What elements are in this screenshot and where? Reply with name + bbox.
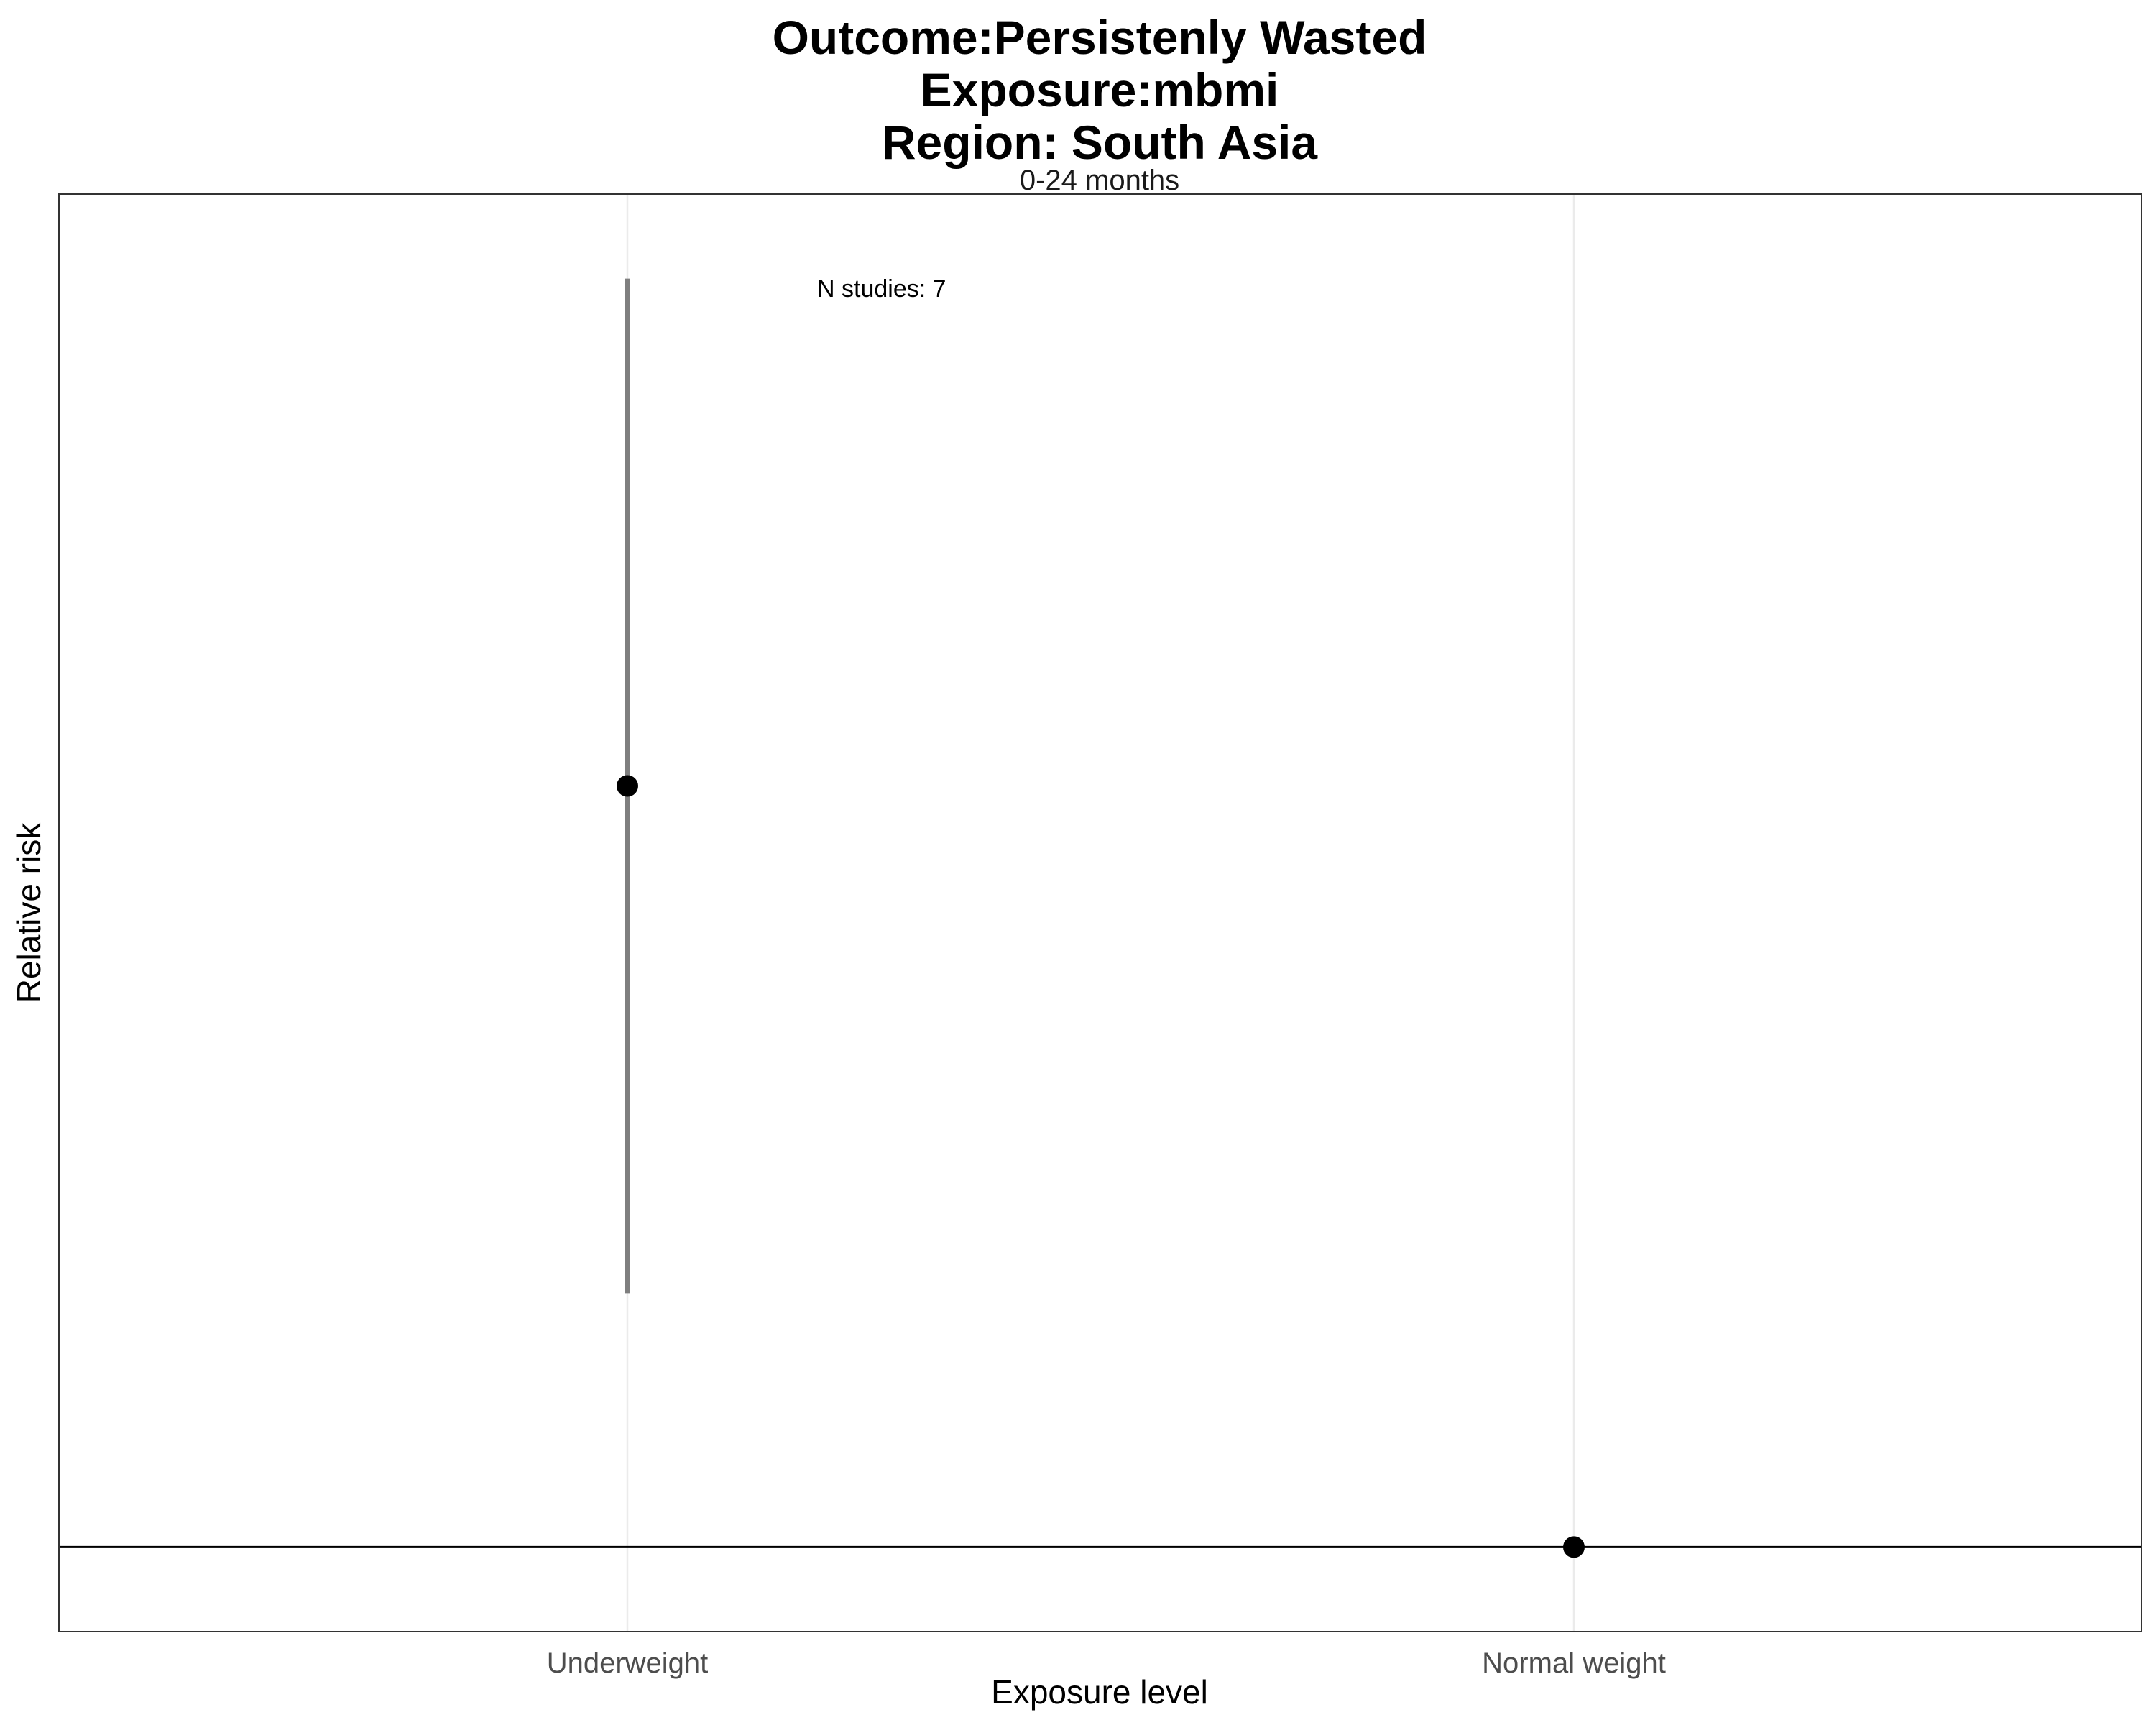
x-tick-label: Underweight: [547, 1647, 709, 1679]
y-axis-title: Relative risk: [10, 822, 47, 1003]
data-point: [1563, 1536, 1585, 1558]
n-studies-annotation: N studies: 7: [817, 275, 946, 303]
panel-border: [58, 193, 2142, 1632]
chart-title-line-2: Exposure:mbmi: [921, 63, 1279, 116]
x-tick-labels: Underweight Normal weight: [547, 1647, 1666, 1679]
data-points: [617, 775, 1585, 1558]
chart-title-line-1: Outcome:Persistenly Wasted: [773, 11, 1427, 64]
chart-title-line-3: Region: South Asia: [882, 116, 1319, 169]
data-point: [617, 775, 638, 797]
facet-label: 0-24 months: [1020, 165, 1179, 196]
x-axis-title: Exposure level: [991, 1673, 1208, 1711]
x-tick-label: Normal weight: [1482, 1647, 1666, 1679]
